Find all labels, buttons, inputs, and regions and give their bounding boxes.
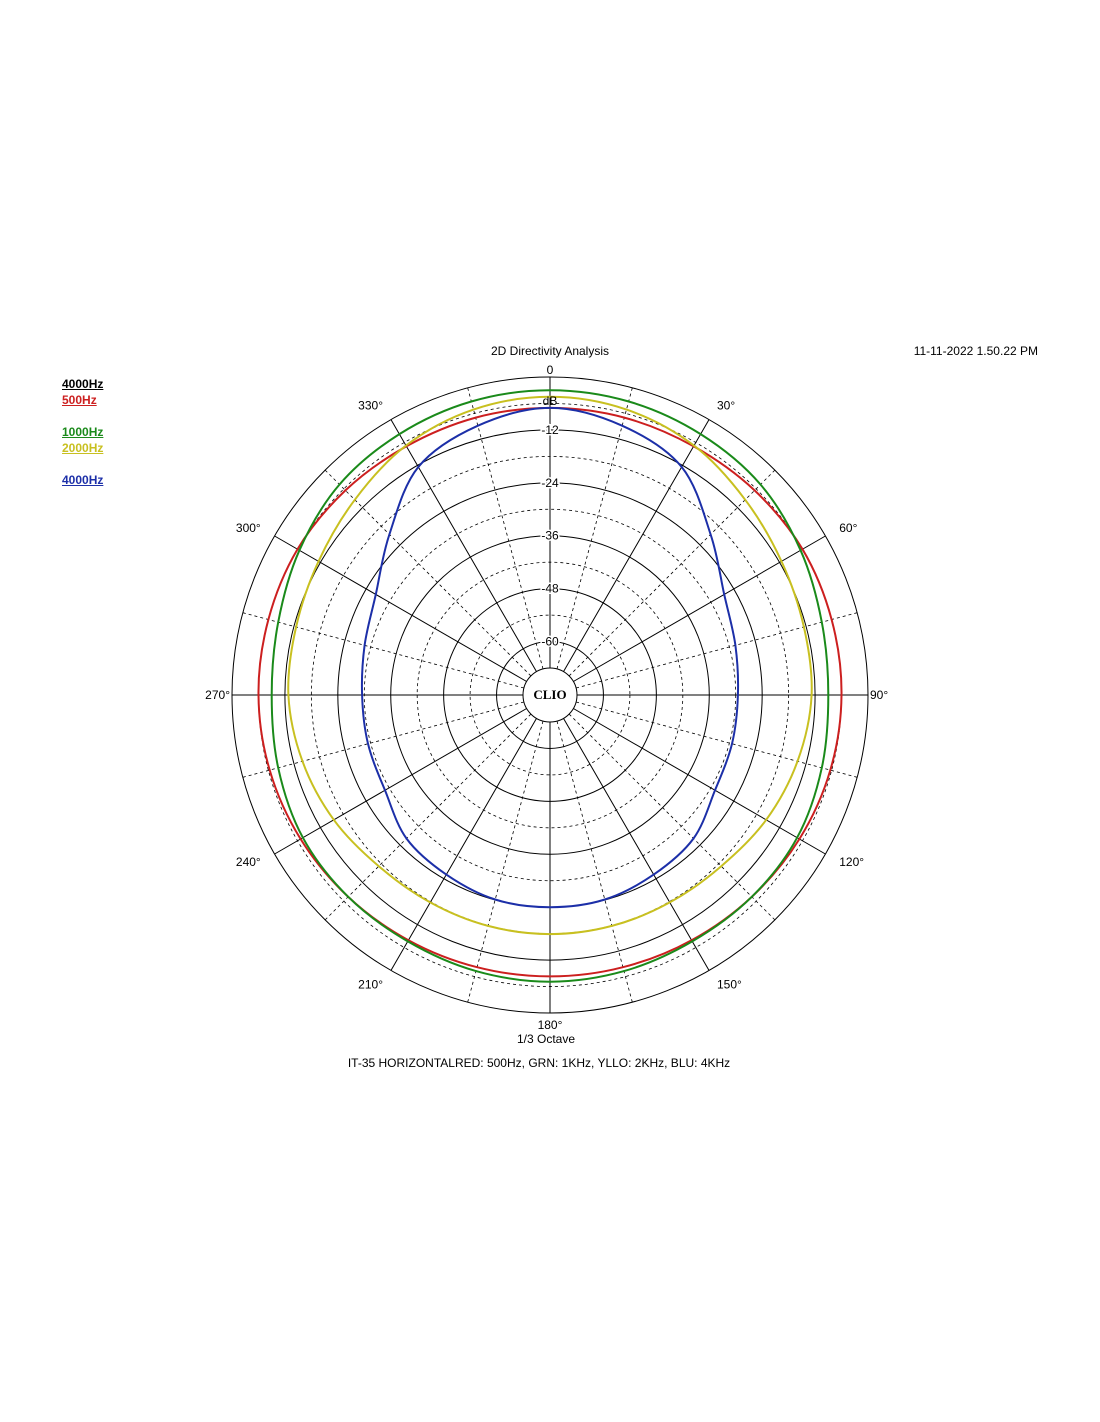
db-unit-label: dB xyxy=(543,394,558,408)
angle-label: 120° xyxy=(839,855,864,869)
angle-label: 300° xyxy=(236,521,261,535)
angle-label: 150° xyxy=(717,977,742,991)
polar-grid xyxy=(231,376,869,1014)
angle-label: 330° xyxy=(358,399,383,413)
series-line-0 xyxy=(257,406,843,978)
angle-label: 60° xyxy=(839,521,857,535)
axis-labels: 0 30° 60° 90° 120° 150° 180° 210° 240° 270° 300° 33… xyxy=(205,363,888,1032)
series-line-3 xyxy=(360,406,740,909)
grid-spoke xyxy=(556,720,633,1003)
angle-label: 90° xyxy=(870,688,888,702)
grid-spoke xyxy=(467,387,544,670)
chart-caption: IT-35 HORIZONTALRED: 500Hz, GRN: 1KHz, Y… xyxy=(348,1056,730,1070)
clio-logo: CLIO xyxy=(522,667,578,723)
angle-label: 180° xyxy=(538,1018,563,1032)
grid-spoke xyxy=(573,535,826,682)
grid-spoke xyxy=(274,708,527,855)
grid-spoke xyxy=(575,612,858,689)
legend-item: 2000Hz xyxy=(62,441,104,455)
legend: 4000Hz 500Hz 1000Hz 2000Hz 4000Hz xyxy=(62,376,103,488)
angle-label: 0 xyxy=(547,363,554,377)
series-line-1 xyxy=(270,389,830,983)
grid-spoke xyxy=(324,713,532,921)
series-line-2 xyxy=(287,395,813,936)
grid-spoke xyxy=(568,713,776,921)
angle-label: 30° xyxy=(717,399,735,413)
db-tick-label: -12 xyxy=(541,423,559,437)
legend-item: 4000Hz xyxy=(62,473,104,487)
grid-spoke xyxy=(575,701,858,778)
grid-spoke xyxy=(467,720,544,1003)
db-tick-label: -36 xyxy=(541,529,559,543)
grid-spoke xyxy=(568,469,776,677)
angle-label: 240° xyxy=(236,855,261,869)
db-tick-label: -60 xyxy=(541,635,559,649)
grid-spoke xyxy=(390,718,537,971)
chart-title: 2D Directivity Analysis xyxy=(491,344,609,358)
grid-spoke xyxy=(573,708,826,855)
db-tick-label: -24 xyxy=(541,476,559,490)
grid-spoke xyxy=(556,387,633,670)
grid-spoke xyxy=(242,701,525,778)
grid-spoke xyxy=(242,612,525,689)
legend-item: 1000Hz xyxy=(62,425,104,439)
logo-text: CLIO xyxy=(533,687,566,702)
db-tick-label: -48 xyxy=(541,582,559,596)
directivity-curves xyxy=(257,389,843,983)
angle-label: 210° xyxy=(358,977,383,991)
legend-item: 4000Hz xyxy=(62,377,104,391)
grid-spoke xyxy=(563,419,710,672)
grid-spoke xyxy=(324,469,532,677)
grid-spoke xyxy=(390,419,537,672)
grid-spoke xyxy=(563,718,710,971)
grid-spoke xyxy=(274,535,527,682)
timestamp: 11-11-2022 1.50.22 PM xyxy=(914,344,1038,358)
smoothing-label: 1/3 Octave xyxy=(517,1032,575,1046)
legend-item: 500Hz xyxy=(62,393,97,407)
angle-label: 270° xyxy=(205,688,230,702)
